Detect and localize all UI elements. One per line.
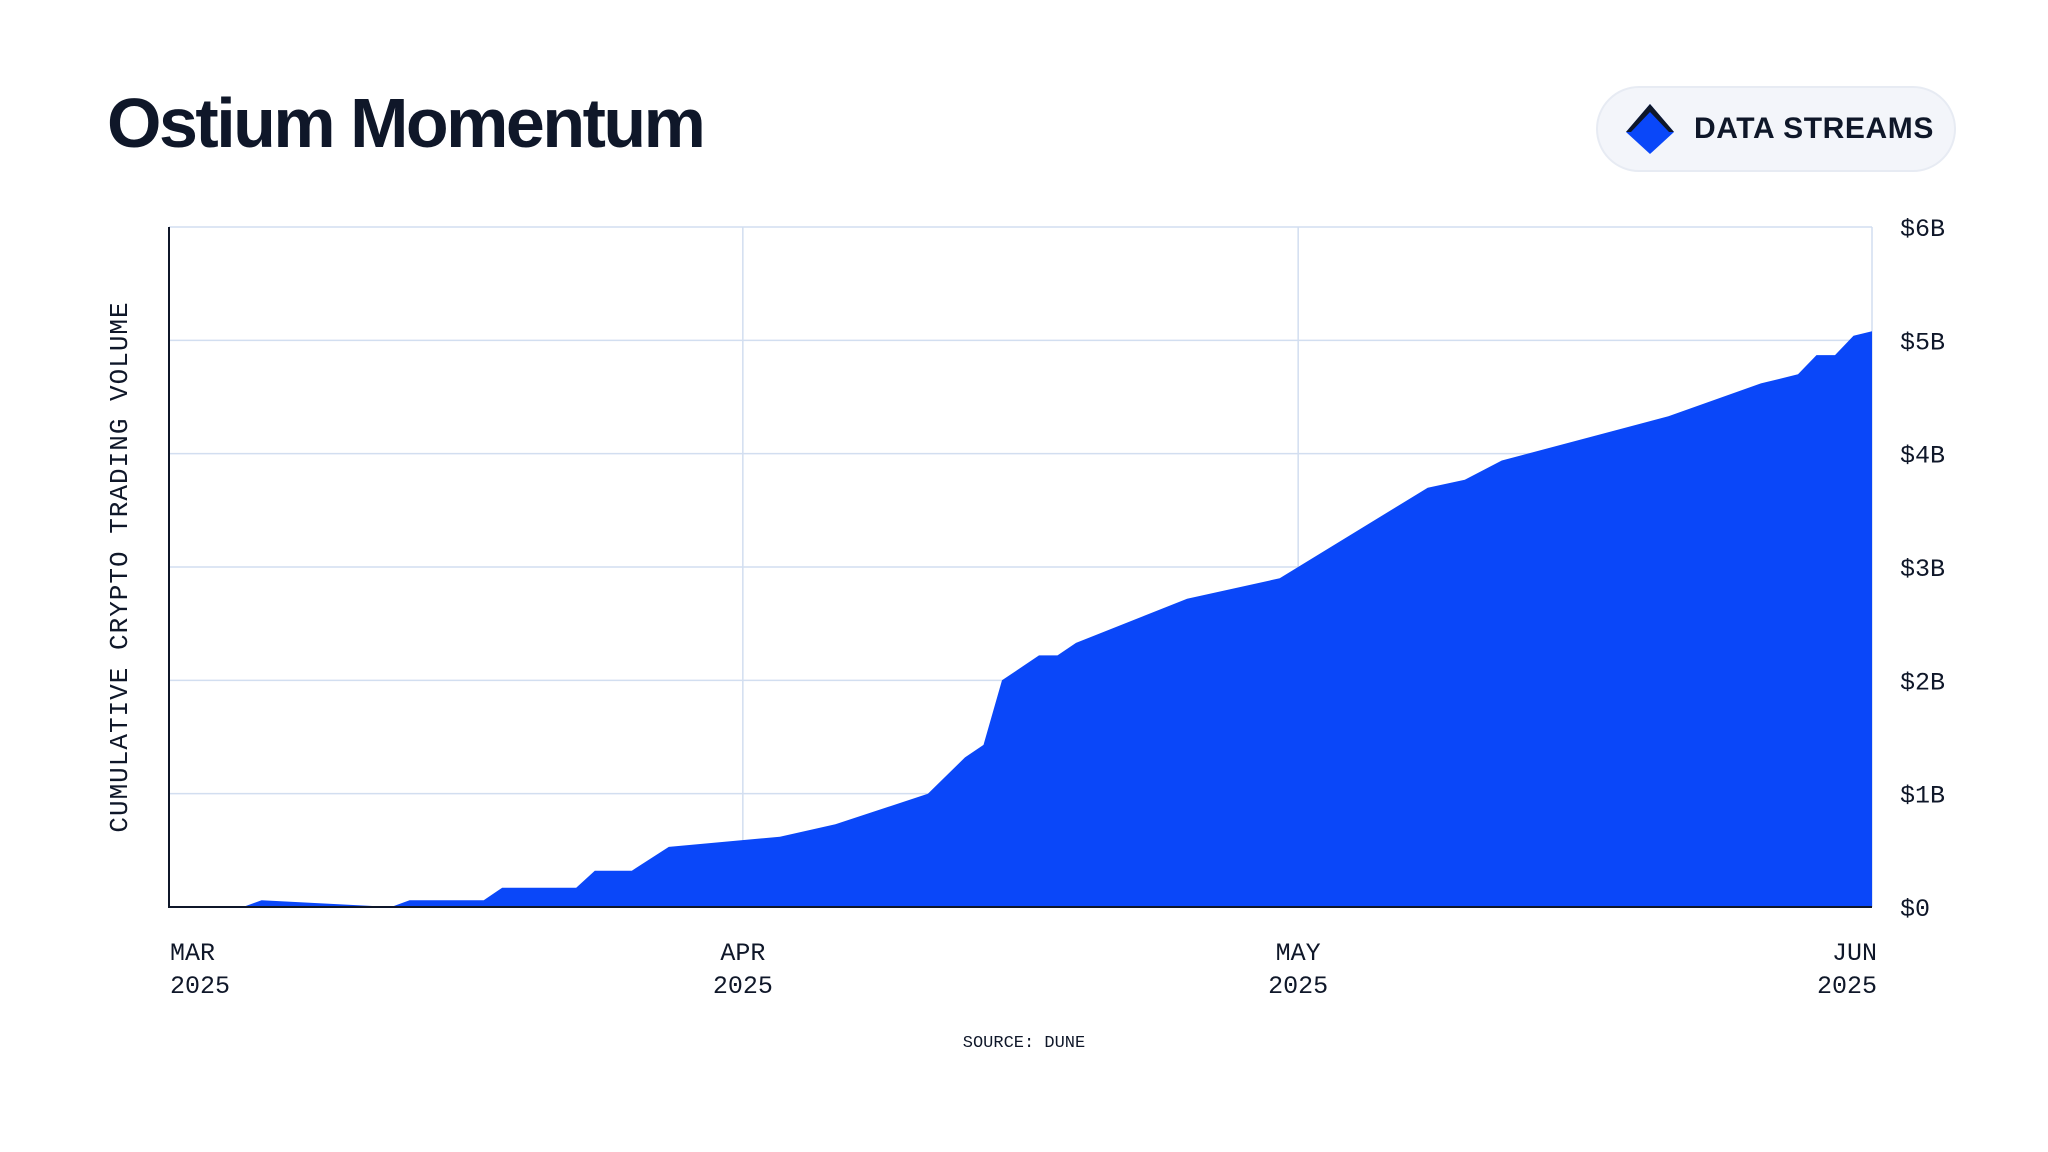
x-tick-label: MAY 2025	[1268, 939, 1328, 1001]
brand-label: DATA STREAMS	[1694, 112, 1934, 145]
x-tick-label: JUN 2025	[1817, 939, 1877, 1001]
x-tick-label-line: 2025	[713, 972, 773, 1001]
x-tick-label-line: JUN	[1832, 939, 1877, 968]
x-tick-label-line: MAR	[170, 939, 215, 968]
x-tick-label-line: APR	[720, 939, 765, 968]
axis-labels: $0 $1B $2B $3B $4B $5B $6B MAR 2025 APR 2025 MAY 202…	[105, 215, 1945, 1001]
page-title: Ostium Momentum	[107, 84, 706, 162]
y-tick-label: $3B	[1900, 555, 1945, 584]
y-tick-label: $2B	[1900, 668, 1945, 697]
y-tick-label: $4B	[1900, 442, 1945, 471]
y-tick-label: $5B	[1900, 328, 1945, 357]
x-tick-label-line: 2025	[170, 972, 230, 1001]
brand-badge: DATA STREAMS	[1596, 86, 1956, 172]
axes	[168, 227, 1872, 908]
cumulative-volume-area	[169, 331, 1872, 907]
data-streams-logo-icon	[1626, 104, 1674, 154]
x-tick-label: APR 2025	[713, 939, 773, 1001]
y-tick-label: $1B	[1900, 782, 1945, 811]
x-tick-label-line: 2025	[1817, 972, 1877, 1001]
source-note: SOURCE: DUNE	[962, 1034, 1086, 1053]
y-tick-label: $0	[1900, 895, 1930, 924]
x-tick-label-line: 2025	[1268, 972, 1328, 1001]
x-tick-label: MAR 2025	[170, 939, 230, 1001]
x-tick-label-line: MAY	[1276, 939, 1321, 968]
area-series	[169, 331, 1872, 907]
y-tick-label: $6B	[1900, 215, 1945, 244]
y-axis-title: CUMULATIVE CRYPTO TRADING VOLUME	[105, 301, 135, 832]
